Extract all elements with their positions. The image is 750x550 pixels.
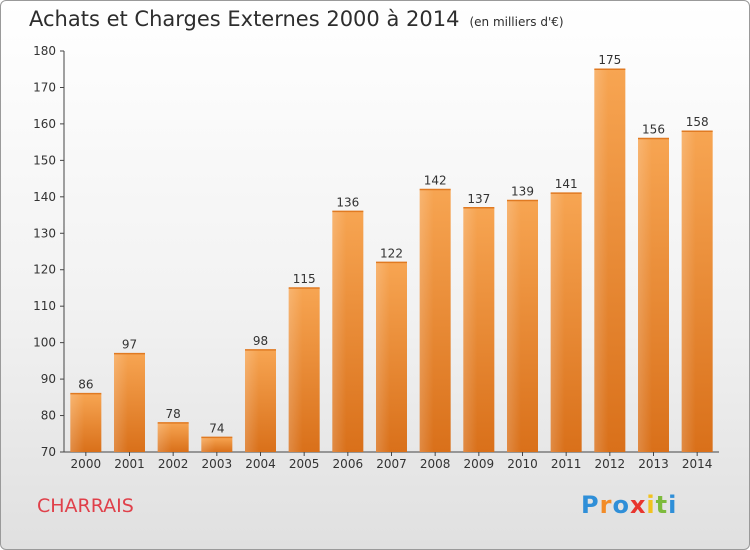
bar-highlight-2002: [157, 422, 172, 452]
bar-highlight-2000: [70, 393, 85, 452]
y-tick-label: 100: [33, 336, 56, 350]
x-tick-label-2001: 2001: [114, 457, 145, 471]
bar-highlight-2009: [463, 207, 478, 452]
data-label-2014: 158: [686, 115, 709, 129]
x-tick-label-2014: 2014: [682, 457, 713, 471]
x-tick-label-2000: 2000: [71, 457, 102, 471]
x-tick-label-2008: 2008: [420, 457, 451, 471]
proxiti-logo: Proxiti: [581, 491, 677, 519]
x-tick-label-2004: 2004: [245, 457, 276, 471]
logo-letter: x: [629, 491, 647, 519]
x-tick-label-2012: 2012: [595, 457, 626, 471]
chart-title: Achats et Charges Externes 2000 à 2014: [29, 7, 460, 31]
data-label-2007: 122: [380, 246, 403, 260]
data-label-2002: 78: [166, 407, 181, 421]
logo-letter: i: [646, 491, 656, 519]
y-tick-label: 170: [33, 80, 56, 94]
data-label-2011: 141: [555, 177, 578, 191]
logo-letter: P: [581, 491, 600, 519]
chart-title-row: Achats et Charges Externes 2000 à 2014 (e…: [29, 7, 564, 31]
bar-highlight-2005: [288, 287, 303, 452]
y-tick-label: 120: [33, 263, 56, 277]
bar-highlight-2007: [376, 262, 390, 452]
data-label-2010: 139: [511, 184, 534, 198]
y-tick-label: 110: [33, 299, 56, 313]
commune-name: CHARRAIS: [37, 495, 134, 517]
bar-highlight-2008: [419, 189, 434, 452]
logo-letter: o: [612, 491, 630, 519]
bar-highlight-2014: [681, 131, 696, 452]
x-tick-label-2002: 2002: [158, 457, 189, 471]
x-tick-label-2006: 2006: [333, 457, 364, 471]
y-tick-label: 150: [33, 153, 56, 167]
chart-axes: 70 80 90 100 110 120 130 140 150 160 170 180 2000 200…: [33, 44, 719, 471]
data-label-2004: 98: [253, 334, 268, 348]
x-tick-label-2010: 2010: [507, 457, 538, 471]
bar-highlight-2013: [638, 138, 652, 452]
x-tick-label-2013: 2013: [638, 457, 669, 471]
x-tick-label-2003: 2003: [202, 457, 233, 471]
data-label-2001: 97: [122, 338, 137, 352]
y-tick-label: 160: [33, 117, 56, 131]
data-label-2000: 86: [78, 378, 93, 392]
y-tick-label: 90: [41, 372, 56, 386]
bar-highlight-2011: [550, 193, 565, 452]
data-label-2012: 175: [598, 53, 621, 67]
bar-highlight-2004: [245, 349, 259, 452]
bar-highlight-2006: [332, 211, 347, 452]
x-tick-label-2005: 2005: [289, 457, 320, 471]
y-tick-label: 140: [33, 190, 56, 204]
chart-subtitle: (en milliers d'€): [469, 15, 564, 29]
y-tick-label: 80: [41, 409, 56, 423]
data-label-2006: 136: [336, 195, 359, 209]
y-tick-label: 180: [33, 44, 56, 58]
bar-highlight-2010: [507, 200, 521, 452]
x-tick-label-2009: 2009: [464, 457, 495, 471]
data-label-2005: 115: [293, 272, 316, 286]
data-label-2013: 156: [642, 122, 665, 136]
y-tick-label: 130: [33, 226, 56, 240]
logo-letter: r: [599, 491, 613, 519]
data-label-2008: 142: [424, 174, 447, 188]
x-tick-label-2011: 2011: [551, 457, 582, 471]
bar-highlight-2003: [201, 437, 216, 452]
logo-letter: i: [668, 491, 678, 519]
bar-highlight-2012: [594, 69, 609, 453]
x-tick-label-2007: 2007: [376, 457, 407, 471]
data-label-2009: 137: [467, 192, 490, 206]
chart-bars: 86 97 78 74 98 115 136 122 142 137 139 141 175 156 158: [70, 53, 713, 453]
y-tick-label: 70: [41, 445, 56, 459]
logo-letter: t: [655, 491, 669, 519]
bar-highlight-2001: [114, 353, 128, 452]
data-label-2003: 74: [209, 421, 224, 435]
